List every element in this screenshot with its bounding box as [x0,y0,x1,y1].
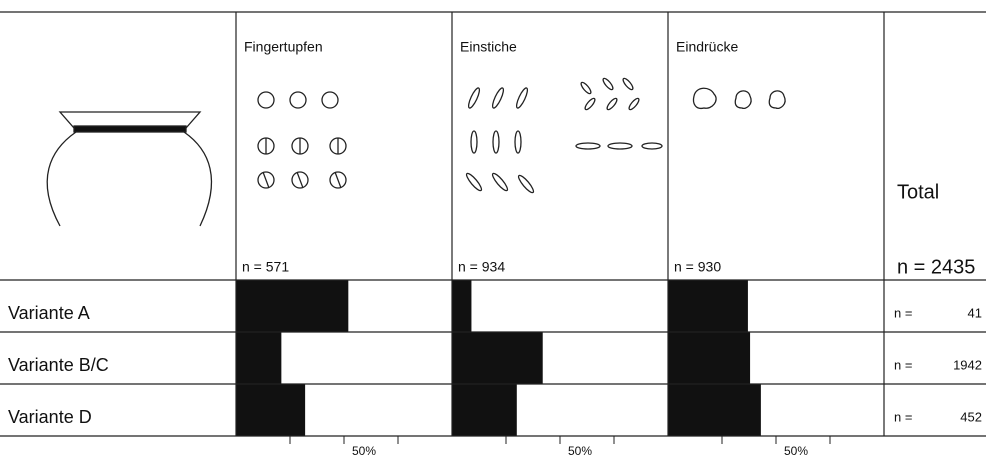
bar [236,280,349,332]
tick-label: 50% [352,444,376,458]
vessel-drawing [46,111,213,227]
row-n: 41 [968,305,982,320]
einstiche-symbols [465,77,663,194]
eindruecke-symbols [692,87,786,110]
column-n: n = 930 [674,259,721,275]
total-n: n = 2435 [897,256,975,278]
bar [668,384,761,436]
total-label: Total [897,181,939,203]
fingertupfen-symbols [257,91,347,189]
row-n-label: n = [894,305,912,320]
column-n: n = 934 [458,259,505,275]
column-title: Einstiche [460,39,517,55]
table-lines [0,11,986,437]
bar [236,384,306,436]
column-n: n = 571 [242,259,289,275]
tick-label: 50% [784,444,808,458]
tick-label: 50% [568,444,592,458]
bar [452,332,543,384]
row-label: Variante A [8,303,90,323]
row-n: 1942 [953,357,982,372]
row-n: 452 [960,409,982,424]
row-label: Variante B/C [8,355,109,375]
column-title: Eindrücke [676,39,738,55]
bar [236,332,282,384]
bar [668,332,751,384]
bar [452,384,517,436]
row-n-label: n = [894,409,912,424]
column-title: Fingertupfen [244,39,323,55]
bar [668,280,748,332]
bar [452,280,472,332]
row-label: Variante D [8,407,92,427]
row-n-label: n = [894,357,912,372]
